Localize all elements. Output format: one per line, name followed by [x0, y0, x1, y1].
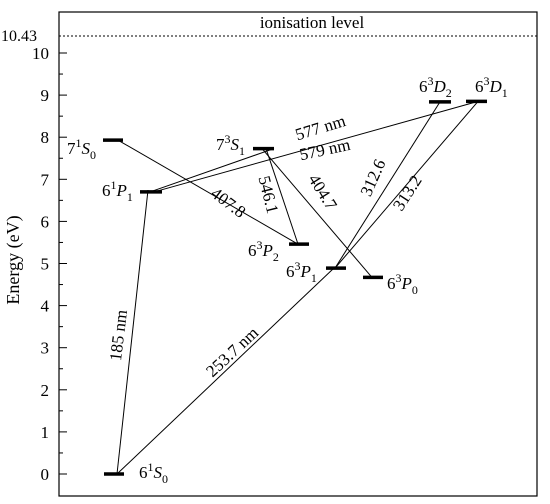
energy-level-label: 71S0 — [67, 136, 96, 162]
level-multiplicity: 3 — [257, 238, 263, 252]
y-tick-label: 4 — [41, 297, 50, 316]
transition-label: 546.1 — [254, 174, 282, 216]
level-multiplicity: 1 — [111, 178, 117, 192]
level-n: 6 — [419, 77, 428, 96]
level-n: 6 — [102, 181, 111, 200]
level-j: 0 — [90, 148, 96, 162]
y-tick-label: 7 — [41, 170, 50, 189]
transition-label: 313.2 — [389, 172, 426, 214]
y-tick-label: 10 — [32, 44, 49, 63]
transition-label: 407.8 — [207, 184, 249, 222]
y-tick-label: 6 — [41, 212, 50, 231]
transition-line — [265, 148, 299, 245]
transition-label: 253.7 nm — [202, 323, 262, 381]
y-tick-label: 9 — [41, 86, 50, 105]
ionisation-label: ionisation level — [260, 13, 365, 32]
level-j: 1 — [502, 86, 508, 100]
level-term: P — [262, 241, 273, 260]
y-tick-label: 5 — [41, 255, 50, 274]
level-j: 2 — [273, 250, 279, 264]
level-term: D — [433, 77, 447, 96]
level-j: 0 — [412, 283, 418, 297]
y-tick-label: 1 — [41, 423, 50, 442]
transition-lines — [116, 100, 479, 475]
level-term: S — [231, 135, 240, 154]
level-j: 2 — [446, 86, 452, 100]
level-term: S — [82, 139, 91, 158]
level-j: 0 — [162, 472, 168, 486]
transition-label: 404.7 — [304, 171, 341, 214]
level-n: 6 — [387, 274, 396, 293]
ionisation-value: 10.43 — [1, 28, 37, 45]
transition-line — [117, 139, 299, 245]
transition-line — [334, 101, 479, 269]
level-multiplicity: 3 — [295, 259, 301, 273]
level-term: P — [401, 274, 412, 293]
y-axis-label: Energy (eV) — [3, 215, 24, 304]
energy-level-label: 63D2 — [419, 74, 452, 100]
energy-level-label: 63P2 — [248, 238, 279, 264]
transition-line — [149, 148, 275, 193]
transition-label: 312.6 — [357, 156, 390, 199]
plot-frame — [58, 11, 538, 497]
transition-line — [334, 101, 441, 269]
transition-line — [116, 189, 149, 475]
energy-level-label: 61S0 — [139, 460, 168, 486]
level-j: 1 — [127, 190, 133, 204]
level-n: 7 — [67, 139, 76, 158]
level-n: 6 — [286, 262, 295, 281]
level-j: 1 — [239, 144, 245, 158]
level-n: 7 — [216, 135, 225, 154]
transition-label: 185 nm — [106, 309, 131, 362]
level-term: P — [300, 262, 311, 281]
y-tick-label: 0 — [41, 465, 50, 484]
level-j: 1 — [311, 271, 317, 285]
y-tick-label: 3 — [41, 339, 50, 358]
energy-level-label: 63P1 — [286, 259, 317, 285]
level-multiplicity: 3 — [484, 74, 490, 88]
level-multiplicity: 3 — [225, 132, 231, 146]
transition-line — [116, 267, 335, 475]
level-term: S — [154, 463, 163, 482]
level-multiplicity: 3 — [396, 271, 402, 285]
transition-line — [261, 148, 373, 278]
level-n: 6 — [475, 77, 484, 96]
y-axis-ticks: 0 1 2 3 4 5 6 7 8 9 10 — [32, 44, 67, 484]
level-term: D — [489, 77, 503, 96]
level-n: 6 — [139, 463, 148, 482]
level-term: P — [116, 181, 127, 200]
energy-level-label: 73S1 — [216, 132, 245, 158]
level-n: 6 — [248, 241, 257, 260]
y-tick-label: 8 — [41, 128, 50, 147]
transition-line — [153, 100, 479, 193]
y-tick-label: 2 — [41, 381, 50, 400]
energy-level-label: 61P1 — [102, 178, 133, 204]
energy-level-label: 63P0 — [387, 271, 418, 297]
level-multiplicity: 3 — [428, 74, 434, 88]
level-multiplicity: 1 — [148, 460, 154, 474]
energy-levels — [103, 99, 487, 476]
energy-level-label: 63D1 — [475, 74, 508, 100]
level-multiplicity: 1 — [76, 136, 82, 150]
